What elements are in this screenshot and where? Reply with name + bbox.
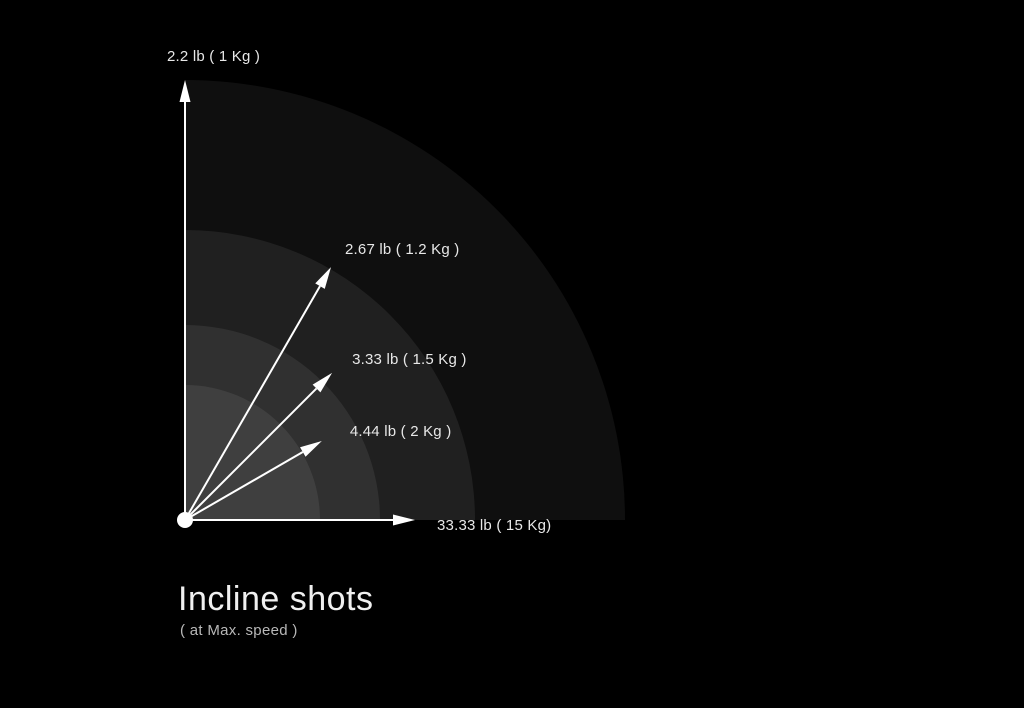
arrow-label: 33.33 lb ( 15 Kg) [437, 517, 551, 534]
arrow-label: 3.33 lb ( 1.5 Kg ) [352, 351, 467, 368]
diagram-subtitle: ( at Max. speed ) [180, 622, 298, 639]
incline-diagram-svg [0, 0, 1024, 708]
origin-dot [177, 512, 193, 528]
arrow-label: 2.67 lb ( 1.2 Kg ) [345, 241, 460, 258]
arrow-label: 4.44 lb ( 2 Kg ) [350, 423, 452, 440]
arrow-label: 2.2 lb ( 1 Kg ) [167, 48, 260, 65]
diagram-title: Incline shots [178, 580, 374, 619]
diagram-stage: 2.2 lb ( 1 Kg ) 2.67 lb ( 1.2 Kg ) 3.33 lb… [0, 0, 1024, 708]
